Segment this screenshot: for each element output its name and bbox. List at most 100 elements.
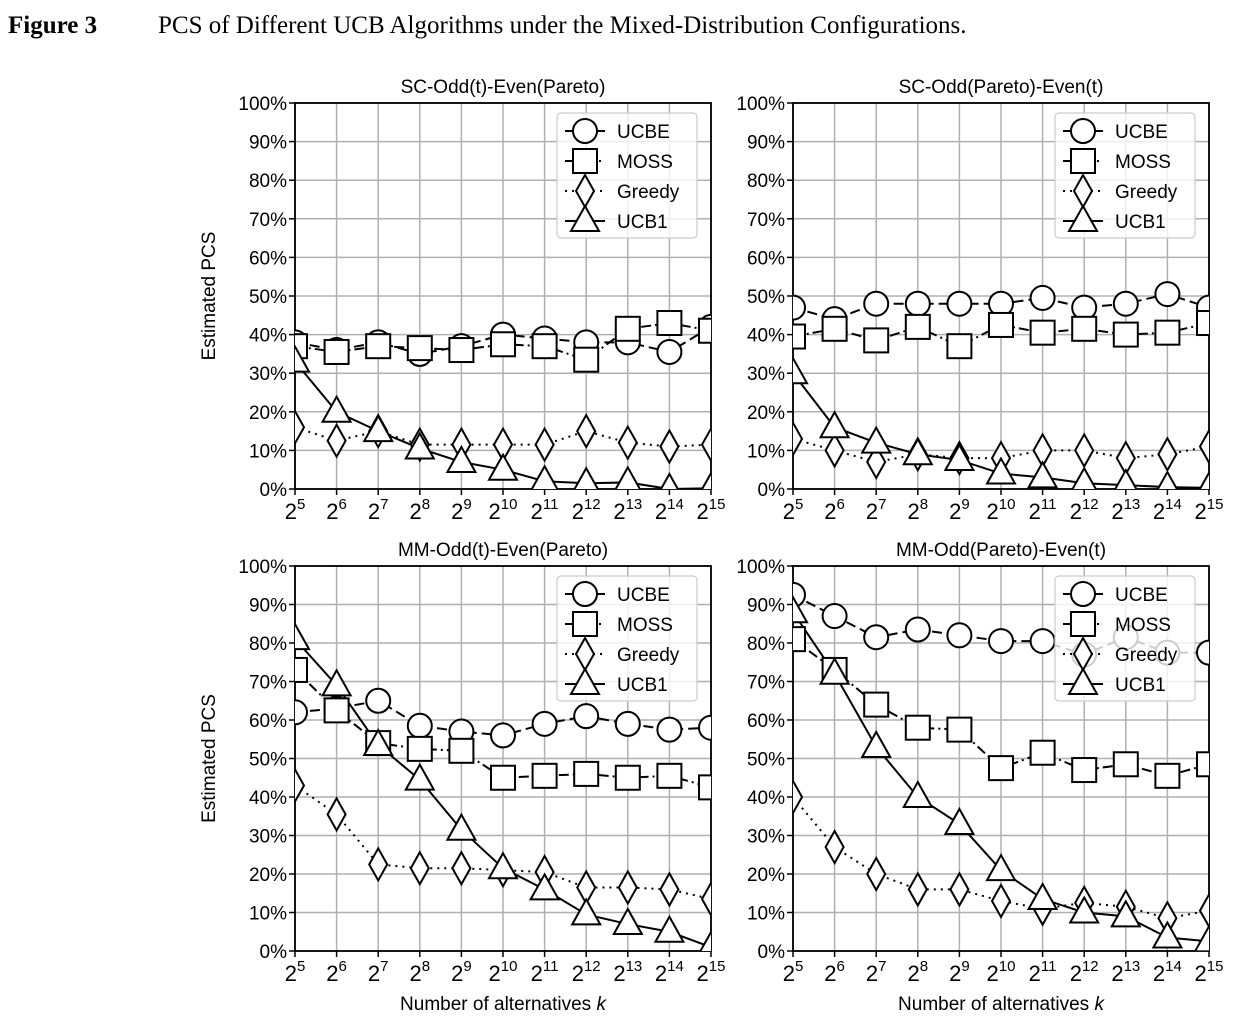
data-point-ucb1 — [573, 466, 599, 489]
legend-label: Greedy — [617, 645, 680, 666]
series-line-greedy — [793, 437, 1209, 464]
data-point-greedy — [295, 767, 306, 804]
x-tick-label: 29 — [451, 958, 472, 986]
data-point-greedy — [534, 426, 555, 463]
legend-marker-moss — [1070, 148, 1096, 174]
tick-base: 2 — [783, 499, 795, 524]
x-tick-label: 25 — [285, 496, 306, 524]
y-tick-label: 100% — [736, 94, 785, 115]
tick-base: 2 — [451, 961, 463, 986]
y-tick-label: 80% — [747, 171, 785, 192]
tick-exponent: 6 — [837, 496, 845, 513]
legend-label: UCBE — [617, 585, 670, 606]
subplot-title: MM-Odd(t)-Even(Pareto) — [398, 540, 608, 561]
data-point-moss — [904, 313, 931, 340]
data-point-ucbe — [946, 290, 973, 317]
tick-base: 2 — [285, 499, 297, 524]
tick-exponent: 13 — [1124, 496, 1141, 513]
data-point-ucb1 — [404, 431, 436, 460]
x-tick-label: 212 — [1070, 496, 1099, 524]
x-tick-label: 28 — [908, 496, 929, 524]
data-point-moss — [531, 762, 558, 789]
data-point-ucb1 — [362, 414, 394, 443]
data-point-greedy — [1198, 428, 1209, 465]
tick-exponent: 12 — [1082, 496, 1099, 513]
data-point-moss — [1196, 310, 1209, 337]
plot-area — [793, 281, 1209, 489]
tick-exponent: 10 — [501, 496, 518, 513]
tick-base: 2 — [697, 961, 709, 986]
data-point-ucb1 — [793, 595, 809, 624]
tick-exponent: 7 — [878, 496, 886, 513]
legend-marker-ucbe — [1070, 118, 1096, 144]
x-tick-label: 26 — [326, 496, 347, 524]
data-point-greedy — [1157, 436, 1178, 473]
legend-label: UCBE — [1115, 585, 1168, 606]
data-point-moss — [490, 331, 516, 358]
data-point-moss — [698, 774, 711, 801]
tick-base: 2 — [410, 499, 422, 524]
tick-exponent: 5 — [297, 496, 305, 513]
tick-base: 2 — [489, 499, 501, 524]
legend-box — [556, 575, 698, 702]
x-tick-label: 27 — [866, 496, 887, 524]
x-tick-label: 211 — [1029, 496, 1057, 524]
data-point-moss — [1029, 319, 1056, 346]
legend-label: Greedy — [617, 182, 680, 203]
data-point-ucb1 — [320, 394, 353, 423]
data-point-ucb1 — [1156, 470, 1179, 489]
tick-exponent: 11 — [1041, 958, 1057, 975]
y-tick-label: 90% — [249, 133, 287, 154]
tick-exponent: 14 — [667, 496, 684, 513]
data-point-ucb1 — [612, 907, 644, 936]
tick-exponent: 13 — [1124, 958, 1141, 975]
series-line-moss — [793, 638, 1209, 777]
tick-exponent: 8 — [422, 496, 430, 513]
y-tick-label: 30% — [747, 827, 785, 848]
legend-label: UCBE — [617, 122, 670, 143]
x-tick-label: 214 — [1153, 496, 1182, 524]
x-tick-label: 215 — [697, 958, 726, 986]
legend-label: Greedy — [1115, 645, 1178, 666]
data-point-greedy — [866, 443, 887, 481]
data-point-moss — [323, 697, 350, 724]
tick-base: 2 — [1029, 499, 1041, 524]
legend-label: UCB1 — [617, 212, 668, 233]
data-point-ucb1 — [860, 425, 892, 454]
x-tick-label: 210 — [489, 496, 518, 524]
data-point-ucbe — [573, 703, 600, 730]
tick-base: 2 — [572, 961, 584, 986]
data-point-moss — [1029, 739, 1056, 766]
y-tick-label: 60% — [249, 711, 287, 732]
tick-base: 2 — [908, 499, 920, 524]
x-tick-label: 210 — [987, 496, 1016, 524]
data-point-ucb1 — [653, 914, 686, 943]
x-tick-label: 27 — [368, 496, 389, 524]
y-tick-label: 20% — [249, 403, 287, 424]
tick-exponent: 5 — [795, 496, 803, 513]
tick-exponent: 11 — [543, 958, 559, 975]
data-point-moss — [863, 691, 890, 718]
y-tick-label: 90% — [249, 596, 287, 617]
x-tick-label: 29 — [949, 958, 970, 986]
y-tick-label: 30% — [747, 364, 785, 385]
tick-exponent: 9 — [463, 958, 471, 975]
y-tick-label: 10% — [249, 441, 287, 462]
data-point-ucbe — [490, 722, 516, 749]
data-point-ucb1 — [818, 656, 851, 685]
legend-label: UCB1 — [617, 675, 668, 696]
tick-base: 2 — [987, 961, 999, 986]
y-tick-label: 50% — [249, 287, 287, 308]
data-point-greedy — [409, 850, 430, 887]
data-point-greedy — [824, 432, 845, 469]
y-tick-label: 40% — [747, 788, 785, 809]
x-tick-label: 25 — [783, 496, 804, 524]
legend-marker-ucbe — [572, 118, 598, 144]
legend-marker-moss — [572, 148, 598, 174]
tick-base: 2 — [531, 499, 543, 524]
data-point-ucb1 — [1068, 895, 1100, 924]
x-tick-label: 211 — [531, 496, 559, 524]
data-point-moss — [698, 317, 711, 344]
data-point-ucbe — [531, 710, 558, 737]
data-point-ucbe — [863, 290, 890, 317]
